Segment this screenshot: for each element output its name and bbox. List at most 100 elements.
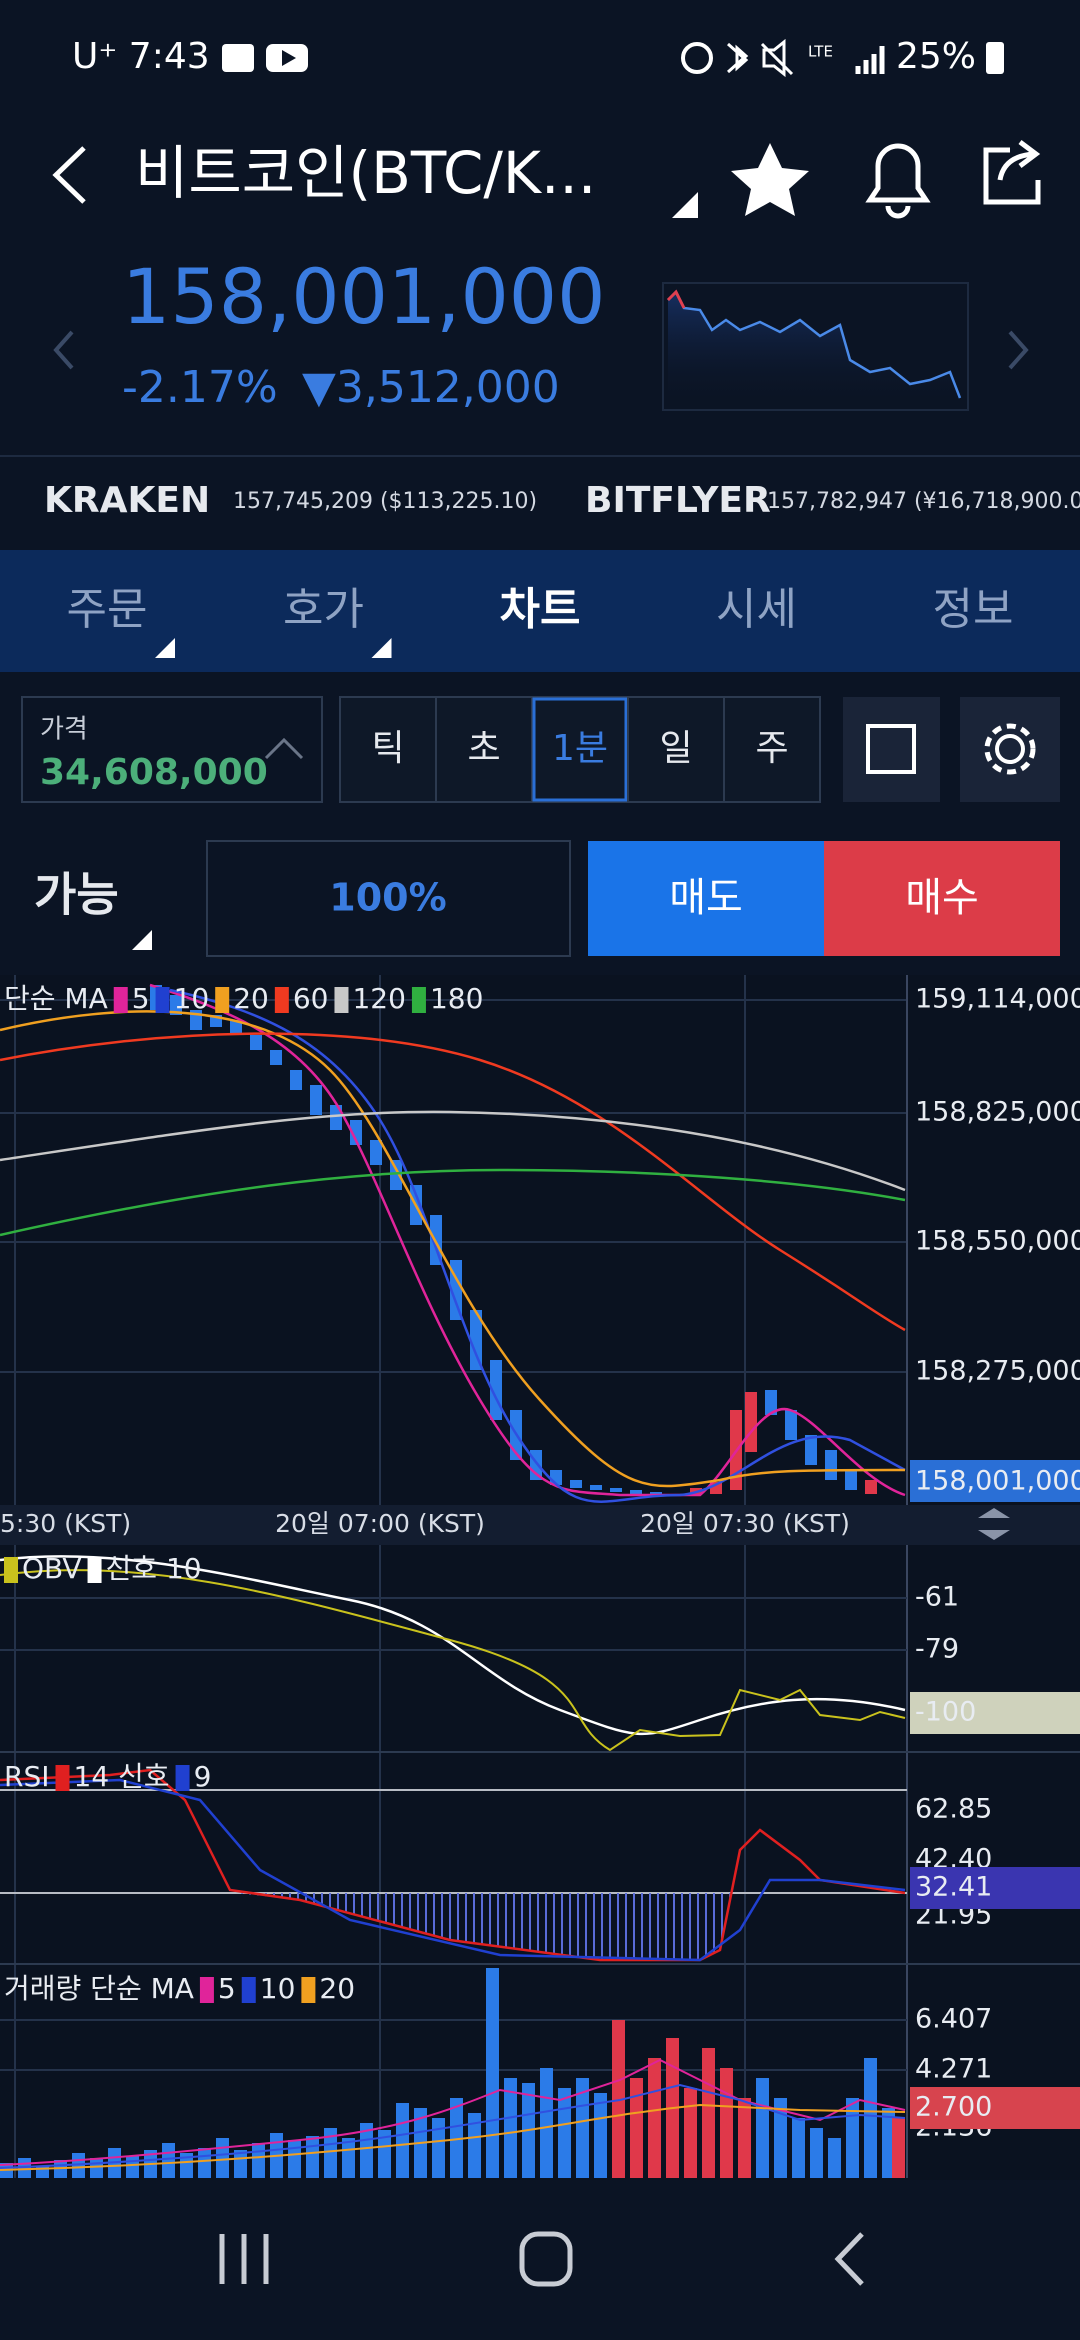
ratio-value: 100% (329, 876, 446, 920)
rsi-signal-line (0, 1778, 906, 1962)
legend-swatch (334, 987, 349, 1013)
exchange-price: 157,745,209 ($113,225.10) (233, 489, 537, 514)
interval-label[interactable]: 일 (659, 728, 692, 769)
time-label: 20일 07:00 (KST) (275, 1509, 485, 1538)
prev-coin[interactable] (53, 330, 74, 370)
legend-label: 60 (293, 982, 329, 1015)
tab-label: 호가 (283, 584, 364, 635)
title-dropdown (672, 192, 698, 218)
rsi-current-label: 32.41 (915, 1872, 992, 1903)
resize-handle[interactable] (978, 1508, 1010, 1540)
legend-swatch (55, 1765, 70, 1791)
layout-button[interactable] (843, 697, 940, 802)
legend-label: 거래량 단순 MA (4, 1972, 194, 2005)
signal-icon (855, 46, 885, 74)
tab-dropdown (155, 638, 175, 658)
interval-selected (532, 697, 628, 802)
legend-label: 120 (352, 982, 405, 1015)
youtube-play (282, 50, 296, 66)
time-axis (0, 1505, 1080, 1545)
sell-label: 매도 (669, 875, 743, 921)
alarm-icon (681, 42, 713, 74)
interval-label[interactable]: 1분 (552, 728, 608, 769)
legend-label: 180 (430, 982, 483, 1015)
mute-icon (760, 38, 794, 78)
legend-label: 20 (319, 1972, 355, 2005)
price-box[interactable] (21, 696, 323, 803)
sparkline-area (668, 292, 960, 408)
rsi-oversold-area (235, 1893, 730, 1960)
next-coin[interactable] (1008, 330, 1029, 370)
favorite-button[interactable] (731, 143, 809, 216)
legend-swatch (155, 987, 170, 1013)
time-label: 20일 07:30 (KST) (640, 1509, 850, 1538)
legend-swatch (199, 1977, 214, 2003)
y-axis-label: -79 (915, 1634, 959, 1665)
tab-label: 정보 (933, 584, 1014, 635)
interval-selector (339, 696, 821, 803)
back-nav-button[interactable] (834, 2232, 864, 2286)
ma-line (149, 983, 906, 1497)
exchange-name: KRAKEN (44, 480, 210, 521)
alert-button[interactable] (865, 143, 931, 219)
home-button[interactable] (519, 2231, 573, 2287)
recents-button[interactable] (219, 2234, 269, 2284)
ma-line (0, 1110, 906, 1192)
volume-ma-line (0, 2058, 906, 2166)
legend-label: 20 (233, 982, 269, 1015)
legend-label: 단순 MA (4, 982, 108, 1015)
sparkline-start (666, 289, 686, 309)
buy-button[interactable] (824, 841, 1060, 956)
legend-swatch (87, 1557, 102, 1583)
legend-label: RSI (4, 1760, 50, 1793)
legend-swatch (411, 987, 426, 1013)
obv-signal-line (0, 1555, 906, 1736)
battery-level: 25% (896, 36, 976, 77)
available-label: 가능 (34, 868, 119, 922)
current-price-label: 158,001,000 (915, 1466, 1080, 1497)
settings-icon (995, 734, 1025, 764)
price-box-value: 34,608,000 (40, 752, 268, 793)
settings-button[interactable] (960, 697, 1060, 802)
legend-label: 14 신호 (74, 1760, 170, 1793)
interval-label[interactable]: 주 (755, 728, 788, 769)
tab-dropdown (371, 638, 392, 658)
exchange-name: BITFLYER (585, 480, 771, 521)
interval-label[interactable]: 틱 (371, 728, 404, 769)
rsi-current-tag (910, 1867, 1080, 1909)
legend-label: 5 (132, 982, 150, 1015)
layout-icon (866, 724, 916, 774)
y-axis-label: 158,275,000 (915, 1356, 1080, 1387)
y-axis-label: 6.407 (915, 2004, 992, 2035)
y-axis-label: 158,550,000 (915, 1226, 1080, 1257)
share-button[interactable] (983, 140, 1041, 205)
ma-line (0, 1010, 906, 1488)
status-time: U⁺ 7:43 (72, 36, 210, 77)
legend-swatch (301, 1977, 316, 2003)
y-axis-label: 158,825,000 (915, 1097, 1080, 1128)
lte-icon: LTE (808, 43, 833, 61)
legend-label: OBV (22, 1552, 82, 1585)
coin-title[interactable]: 비트코인(BTC/K... (135, 139, 596, 207)
current-price: 158,001,000 (122, 252, 606, 341)
nav-bar (0, 2180, 1080, 2340)
legend-swatch (113, 987, 128, 1013)
buy-label: 매수 (905, 875, 979, 921)
ratio-box[interactable] (206, 840, 571, 957)
battery-icon (986, 42, 1004, 74)
tab-label: 시세 (716, 584, 797, 635)
bluetooth-icon (727, 42, 749, 74)
legend-swatch (274, 987, 289, 1013)
legend-label: 10 (260, 1972, 296, 2005)
y-axis-label: -61 (915, 1582, 959, 1613)
y-axis-label: 62.85 (915, 1794, 992, 1825)
legend-swatch (241, 1977, 256, 2003)
sell-button[interactable] (588, 841, 824, 956)
moving-averages (0, 983, 906, 1503)
interval-label[interactable]: 초 (467, 728, 500, 769)
tab-label: 차트 (500, 584, 581, 635)
price-box-label: 가격 (40, 715, 88, 745)
legend-swatch (215, 987, 230, 1013)
back-button[interactable] (52, 146, 86, 204)
